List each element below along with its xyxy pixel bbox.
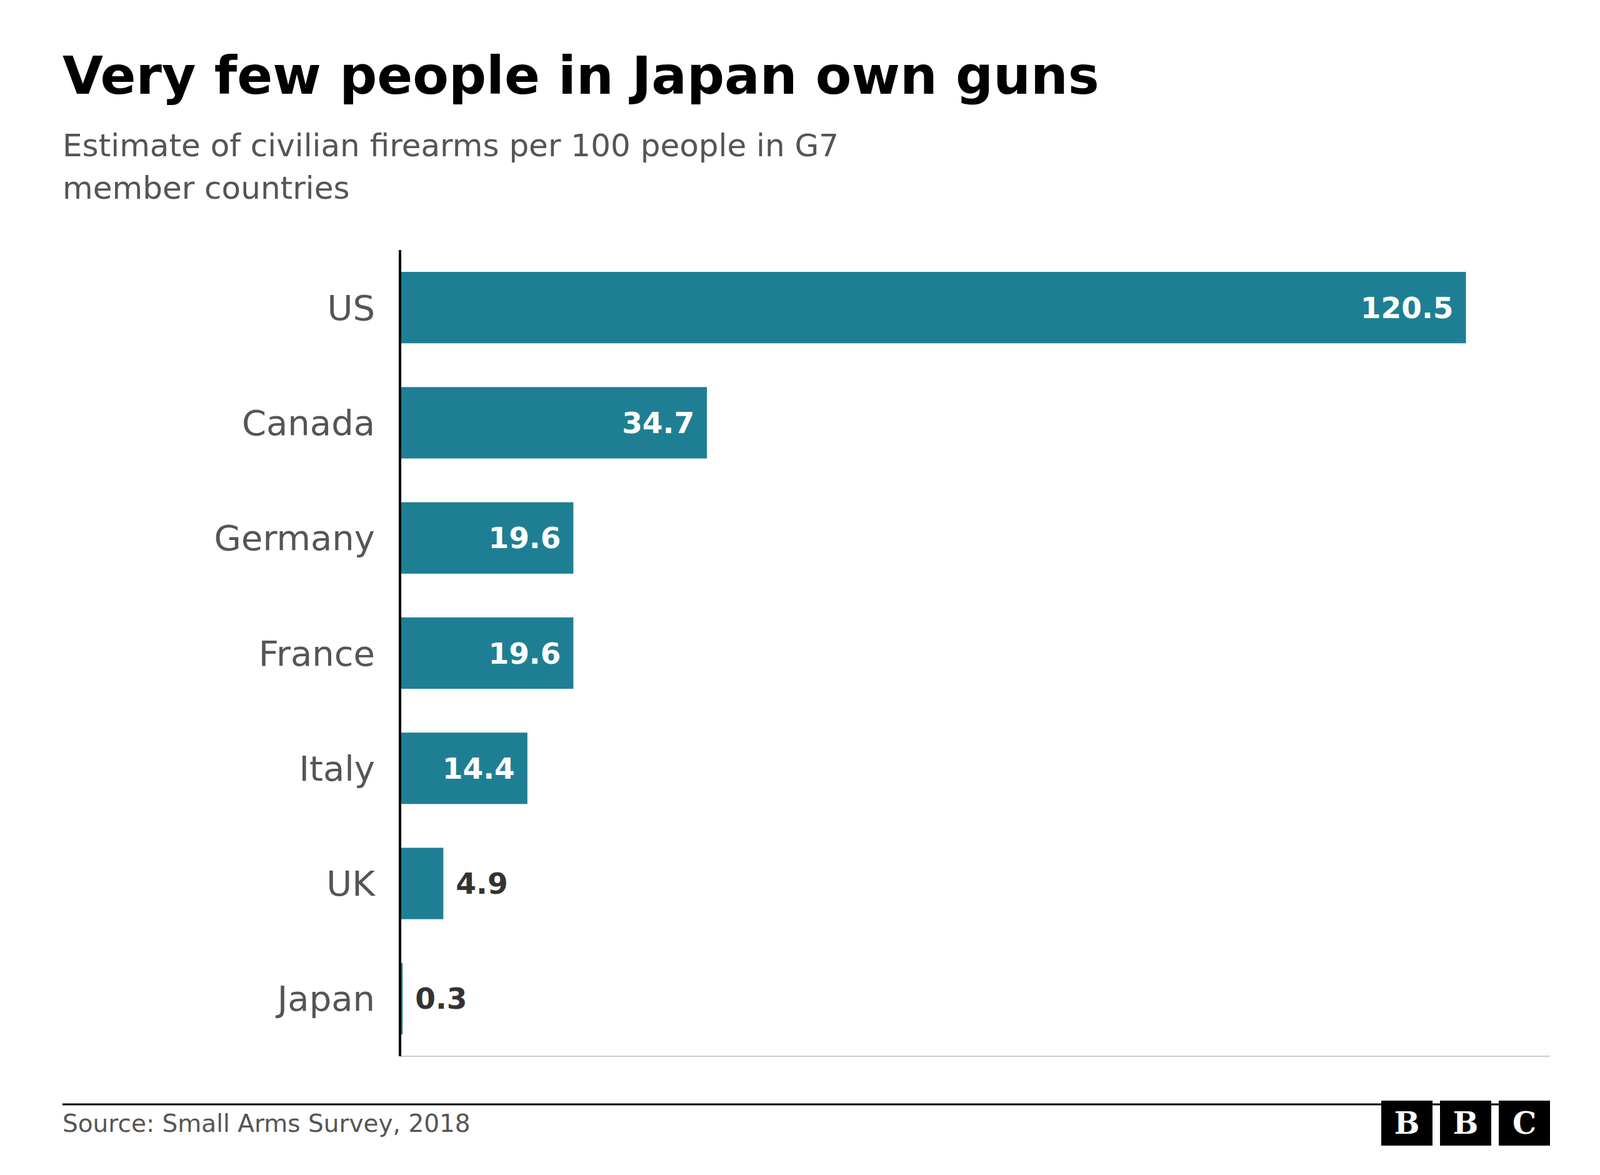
category-label: Germany	[214, 517, 375, 559]
logo-box	[1381, 1100, 1433, 1146]
logo-letter: B	[1453, 1105, 1479, 1141]
bar	[400, 502, 574, 574]
bar	[400, 847, 444, 919]
data-label: 14.4	[442, 751, 515, 786]
separator	[62, 1103, 1550, 1106]
category-label: France	[258, 633, 375, 674]
data-label: 4.9	[455, 866, 508, 901]
data-label: 19.6	[488, 520, 561, 555]
category-label: Canada	[241, 402, 375, 444]
category-label: UK	[326, 863, 376, 904]
data-label: 120.5	[1360, 290, 1454, 325]
logo-box	[1498, 1100, 1550, 1146]
chart-container: Very few people in Japan own guns Estimat…	[0, 0, 1600, 1175]
category-label: Japan	[275, 978, 375, 1019]
source: Source: Small Arms Survey, 2018	[62, 1109, 471, 1138]
logo-letter: C	[1512, 1105, 1537, 1141]
subtitle: Estimate of civilian firearms per 100 pe…	[62, 127, 839, 207]
data-label: 0.3	[415, 981, 467, 1016]
bar	[400, 617, 574, 689]
logo-box	[1440, 1100, 1492, 1146]
bar	[400, 386, 707, 459]
logo-letter: B	[1394, 1105, 1420, 1141]
data-label: 34.7	[621, 405, 695, 440]
category-label: US	[326, 287, 375, 329]
data-label: 19.6	[488, 636, 561, 671]
category-label: Italy	[299, 748, 376, 789]
background	[0, 0, 1600, 1175]
bar	[400, 732, 528, 804]
title: Very few people in Japan own guns	[62, 45, 1100, 107]
x-axis-line	[400, 1055, 1550, 1057]
bars	[400, 271, 1467, 1035]
bar	[400, 271, 1467, 344]
baseline	[398, 250, 402, 1057]
chart: Very few people in Japan own guns Estimat…	[0, 0, 1600, 1175]
